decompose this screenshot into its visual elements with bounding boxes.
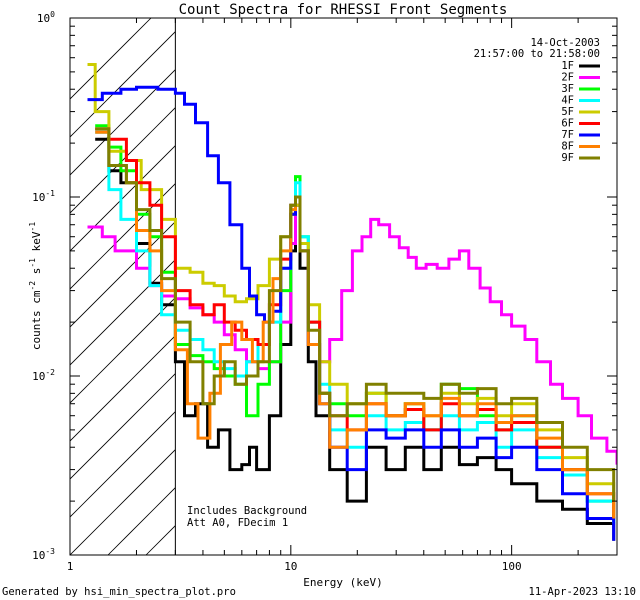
legend-label-6F: 6F (561, 118, 574, 130)
hatch-line (70, 221, 176, 328)
hatch-line (412, 15, 640, 555)
annotation-background: Includes Background (187, 505, 307, 517)
hatch-line (70, 18, 152, 100)
hatch-line (70, 183, 176, 290)
legend-label-8F: 8F (561, 141, 574, 153)
series-layer (87, 63, 617, 541)
hatch-line (70, 107, 176, 214)
legend-label-2F: 2F (561, 72, 574, 84)
plot-frame (69, 17, 618, 556)
y-tick-label: 100 (37, 10, 55, 25)
legend-label-4F: 4F (561, 95, 574, 107)
hatch-line (107, 487, 176, 555)
hatch-line (70, 259, 176, 366)
x-tick-label: 10 (284, 560, 297, 573)
legend-label-1F: 1F (561, 60, 574, 72)
annotation-attenuator: Att A0, FDecim 1 (187, 517, 288, 529)
legend-label-5F: 5F (561, 106, 574, 118)
axis-ticks (69, 17, 618, 556)
hatch-line (70, 373, 176, 480)
x-tick-label: 1 (67, 560, 74, 573)
observation-date: 14-Oct-2003 (530, 37, 600, 49)
series-line-5F (87, 63, 616, 510)
generated-timestamp: 11-Apr-2023 13:10 (529, 586, 636, 598)
legend-label-3F: 3F (561, 83, 574, 95)
hatch-line (70, 297, 176, 404)
x-axis-label: Energy (keV) (303, 576, 382, 589)
hatch-line (70, 411, 176, 518)
hatch-line (70, 31, 176, 138)
hatch-line (70, 449, 176, 555)
generated-by-label: Generated by hsi_min_spectra_plot.pro (2, 586, 236, 598)
x-tick-labels: 1 10 100 (67, 560, 522, 573)
y-axis-label: counts cm-2 s-1 keV-1 (28, 222, 43, 350)
series-line-9F (95, 127, 616, 502)
y-tick-label: 10-2 (32, 368, 55, 383)
hatch-line (336, 15, 640, 555)
y-tick-label: 10-1 (32, 189, 55, 204)
hatch-line (450, 15, 640, 555)
observation-time-range: 21:57:00 to 21:58:00 (474, 48, 600, 60)
y-tick-labels: 100 10-1 10-2 10-3 (32, 10, 55, 562)
chart-title: Count Spectra for RHESSI Front Segments (179, 2, 508, 18)
legend-label-7F: 7F (561, 129, 574, 141)
y-tick-label: 10-3 (32, 547, 55, 562)
x-tick-label: 100 (502, 560, 522, 573)
legend-label-9F: 9F (561, 152, 574, 164)
hatch-line (70, 69, 176, 176)
hatch-line (374, 15, 640, 555)
hatch-line (602, 15, 640, 555)
series-line-2F (87, 203, 617, 465)
